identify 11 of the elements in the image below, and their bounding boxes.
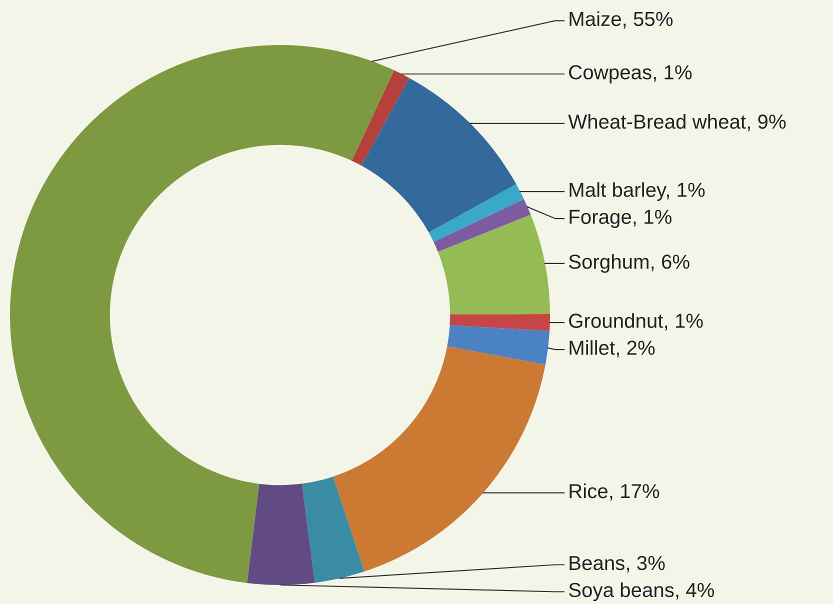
slice-label: Forage, 1% xyxy=(570,210,672,228)
slice-label: Millet, 2% xyxy=(570,340,655,358)
slice-label: Cowpeas, 1% xyxy=(569,65,692,84)
slice-label: Wheat-Bread wheat, 9% xyxy=(568,114,786,132)
slice-label: Soya beans, 4% xyxy=(569,582,714,602)
slice-label: Maize, 55% xyxy=(570,11,673,28)
slice-label: Malt barley, 1% xyxy=(570,182,705,201)
slice-label: Groundnut, 1% xyxy=(569,313,703,330)
slice-label: Rice, 17% xyxy=(570,483,660,501)
slice-label: Beans, 3% xyxy=(570,556,665,573)
slice-label: Sorghum, 6% xyxy=(569,254,690,273)
